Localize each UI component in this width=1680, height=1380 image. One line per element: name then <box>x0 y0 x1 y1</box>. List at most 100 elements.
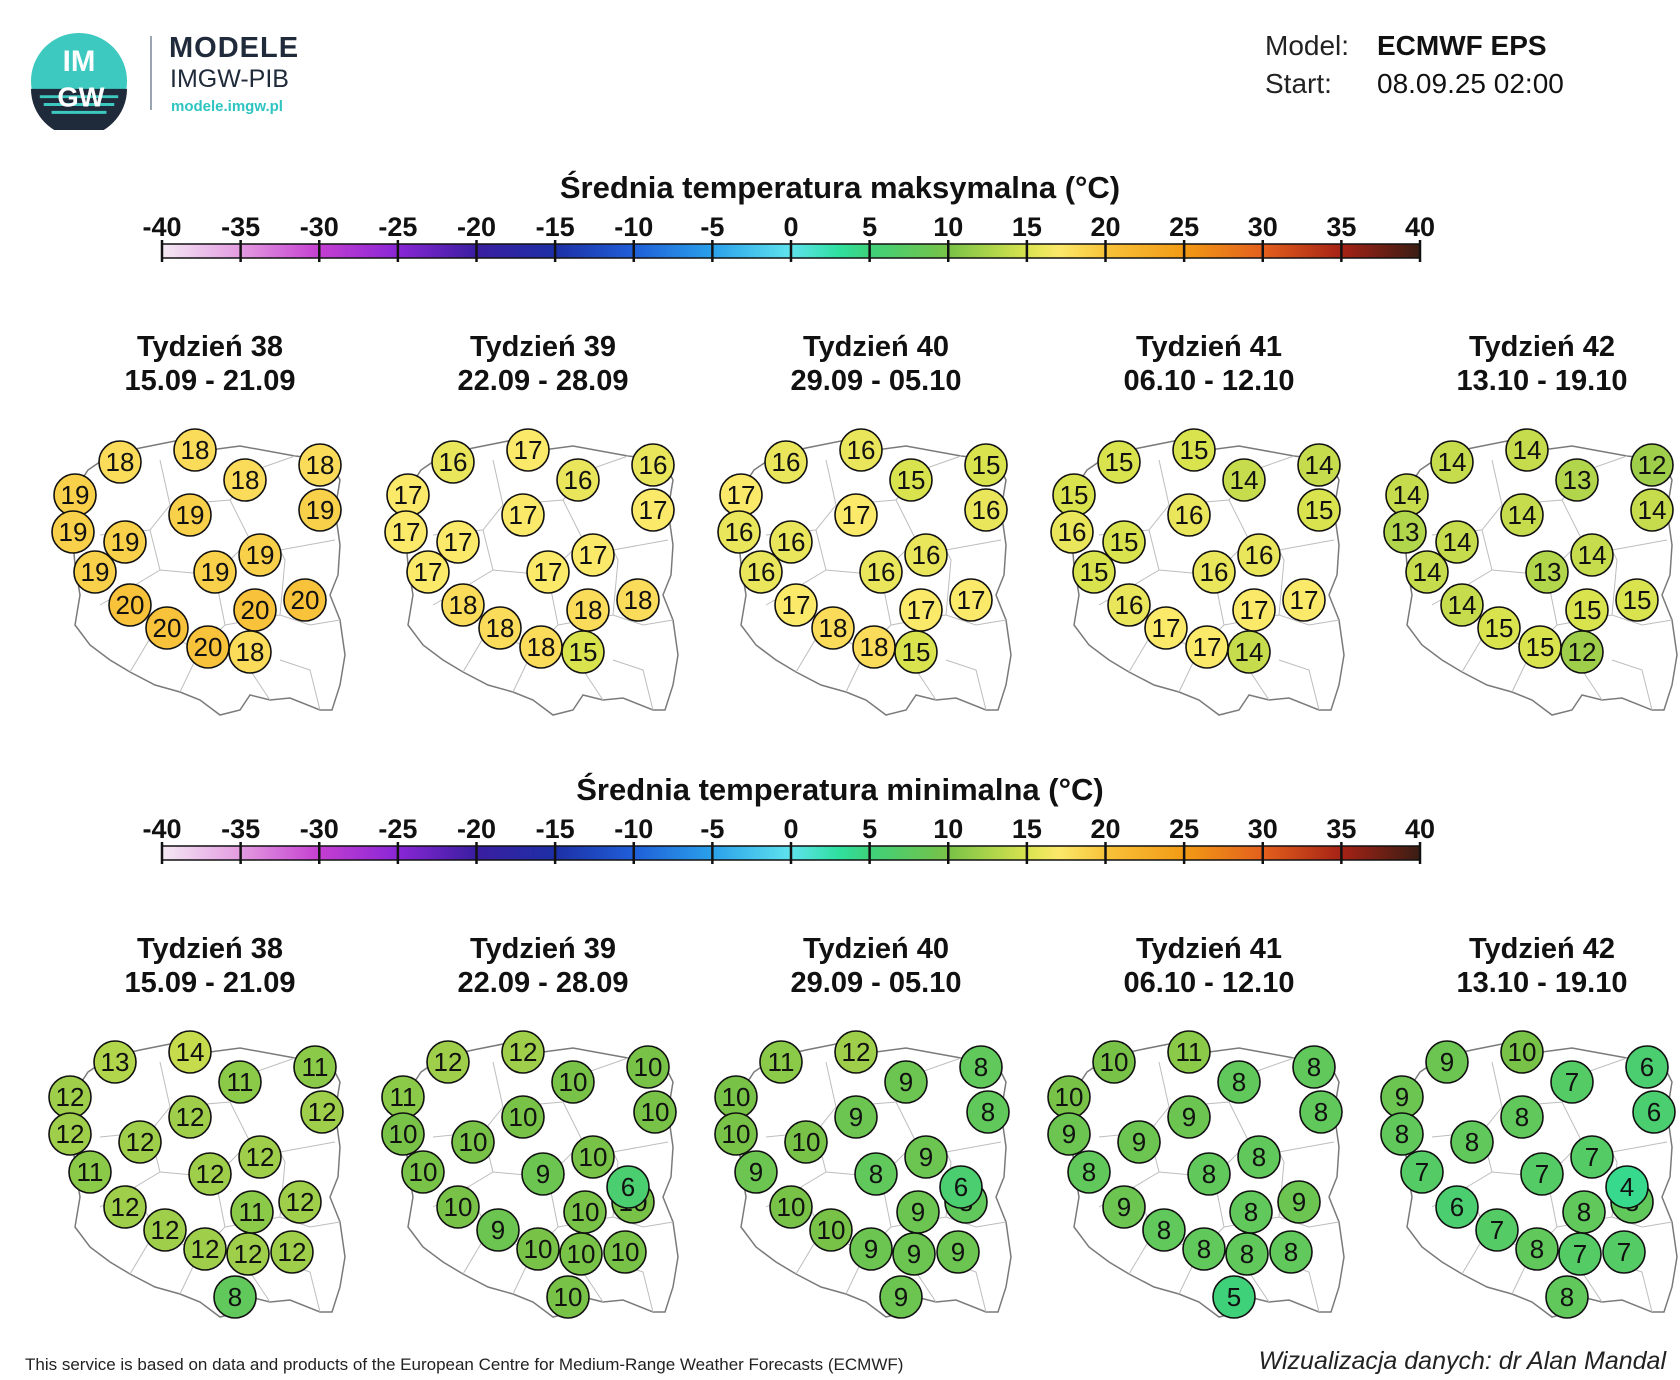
station-circle <box>561 630 605 674</box>
scale-tick-label: 25 <box>1169 212 1199 242</box>
station-circle <box>1515 1227 1559 1271</box>
station-value: 19 <box>306 495 335 525</box>
station-value: 12 <box>308 1097 337 1127</box>
section-title: Średnia temperatura maksymalna (°C) <box>559 170 1121 205</box>
station-circle <box>476 1208 520 1252</box>
brand-url[interactable]: modele.imgw.pl <box>171 98 283 115</box>
station-circle <box>571 1135 615 1179</box>
station-circle <box>143 1208 187 1252</box>
station-value: 9 <box>951 1237 965 1267</box>
station-value: 5 <box>1227 1282 1241 1312</box>
station-marker: 9 <box>1117 1120 1161 1164</box>
station-value: 15 <box>1485 613 1514 643</box>
station-circle <box>1435 520 1479 564</box>
station-value: 7 <box>1565 1067 1579 1097</box>
station-marker: 15 <box>1072 550 1116 594</box>
station-circle <box>1570 533 1614 577</box>
station-value: 8 <box>1232 1067 1246 1097</box>
station-circle <box>436 520 480 564</box>
station-marker: 14 <box>1630 488 1674 532</box>
station-value: 15 <box>897 465 926 495</box>
station-value: 8 <box>1530 1234 1544 1264</box>
station-value: 19 <box>59 517 88 547</box>
station-marker: 15 <box>1518 625 1562 669</box>
station-marker: 8 <box>1067 1150 1111 1194</box>
station-circle <box>551 1060 595 1104</box>
panel-title: Tydzień 39 22.09 - 28.09 <box>393 330 693 398</box>
station-value: 17 <box>727 480 756 510</box>
scale-tick-label: -30 <box>300 212 339 242</box>
station-circle <box>859 550 903 594</box>
station-value: 19 <box>246 540 275 570</box>
station-marker: 16 <box>431 440 475 484</box>
station-circle <box>1067 1150 1111 1194</box>
station-value: 17 <box>1240 595 1269 625</box>
station-marker: 9 <box>884 1060 928 1104</box>
station-circle <box>1237 1135 1281 1179</box>
station-value: 14 <box>1393 480 1422 510</box>
station-circle <box>1570 1135 1614 1179</box>
station-circle <box>892 1232 936 1276</box>
station-value: 7 <box>1490 1215 1504 1245</box>
station-value: 15 <box>1305 495 1334 525</box>
station-value: 10 <box>579 1142 608 1172</box>
station-circle <box>173 428 217 472</box>
station-circle <box>1167 1095 1211 1139</box>
station-marker: 18 <box>228 630 272 674</box>
station-circle <box>1217 1060 1261 1104</box>
station-marker: 8 <box>1515 1227 1559 1271</box>
station-marker: 14 <box>1385 473 1429 517</box>
station-value: 8 <box>1252 1142 1266 1172</box>
station-value: 9 <box>919 1142 933 1172</box>
station-circle <box>1107 583 1151 627</box>
station-circle <box>1172 428 1216 472</box>
scale-tick-label: 15 <box>1012 814 1042 844</box>
station-circle <box>506 428 550 472</box>
station-value: 12 <box>56 1082 85 1112</box>
station-circle <box>546 1275 590 1319</box>
station-value: 19 <box>111 527 140 557</box>
station-marker: 16 <box>859 550 903 594</box>
station-value: 20 <box>194 632 223 662</box>
station-marker: 16 <box>1192 550 1236 594</box>
station-marker: 15 <box>1297 488 1341 532</box>
station-value: 6 <box>954 1172 968 1202</box>
station-marker: 5 <box>1212 1275 1256 1319</box>
station-marker: 11 <box>759 1040 803 1084</box>
station-marker: 11 <box>1167 1030 1211 1074</box>
station-marker: 17 <box>526 550 570 594</box>
station-marker: 12 <box>48 1075 92 1119</box>
logo-divider <box>150 36 152 110</box>
station-circle <box>571 533 615 577</box>
station-circle <box>811 606 855 650</box>
station-marker: 15 <box>1565 588 1609 632</box>
station-value: 10 <box>554 1282 583 1312</box>
station-marker: 15 <box>889 458 933 502</box>
station-value: 9 <box>849 1102 863 1132</box>
station-value: 15 <box>1573 595 1602 625</box>
station-marker: 12 <box>426 1040 470 1084</box>
station-value: 8 <box>1197 1234 1211 1264</box>
station-marker: 14 <box>1430 440 1474 484</box>
station-circle <box>1047 1112 1091 1156</box>
station-marker: 12 <box>270 1230 314 1274</box>
station-value: 17 <box>414 557 443 587</box>
station-circle <box>1425 1040 1469 1084</box>
imgw-logo: IM GW MODELE IMGW-PIB modele.imgw.pl <box>30 28 330 130</box>
station-marker: 16 <box>1050 510 1094 554</box>
station-circle <box>717 510 761 554</box>
date-range: 29.09 - 05.10 <box>790 967 962 999</box>
station-marker: 10 <box>1092 1040 1136 1084</box>
station-value: 15 <box>1526 632 1555 662</box>
scale-tick-label: -15 <box>536 814 575 844</box>
station-value: 16 <box>725 517 754 547</box>
station-circle <box>1400 1150 1444 1194</box>
station-marker: 18 <box>852 625 896 669</box>
station-value: 8 <box>228 1282 242 1312</box>
station-circle <box>1144 606 1188 650</box>
station-value: 10 <box>559 1067 588 1097</box>
scale-tick-label: -40 <box>142 814 181 844</box>
station-value: 15 <box>1623 585 1652 615</box>
